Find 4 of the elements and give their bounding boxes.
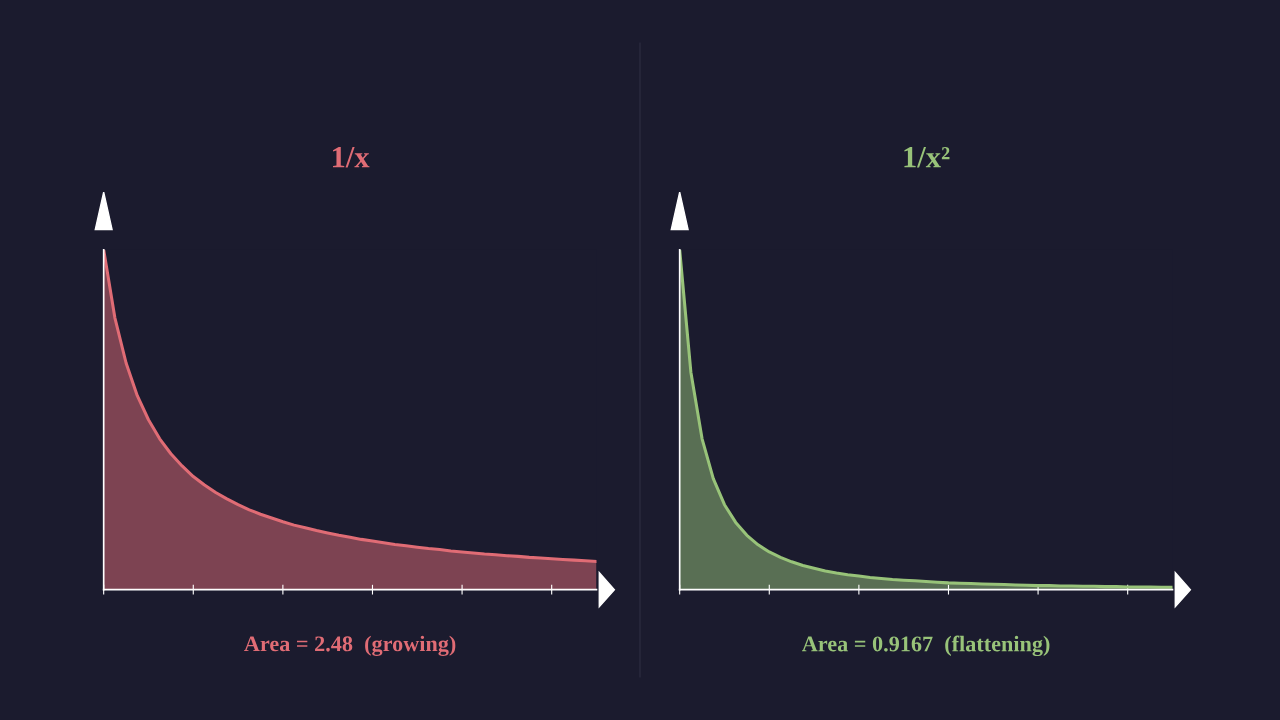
chart-title: 1/x (333, 147, 370, 168)
chart-title: 1/x² (904, 147, 950, 168)
text: Area = 2.48 (growing) (244, 635, 456, 656)
text: Area = 0.9167 (flattening) (801, 635, 1050, 657)
